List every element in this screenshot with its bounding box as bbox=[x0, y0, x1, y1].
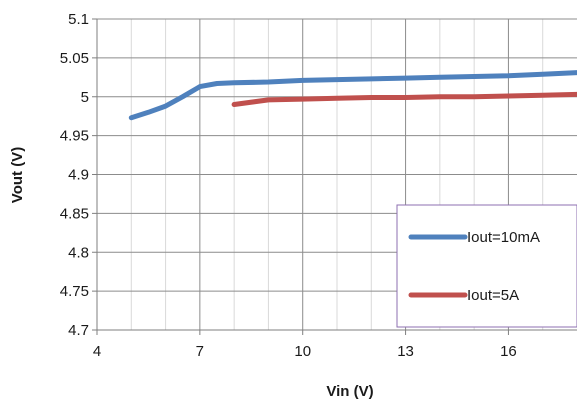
y-tick-label: 4.85 bbox=[60, 205, 89, 222]
x-axis-title: Vin (V) bbox=[326, 383, 373, 400]
y-tick-label: 5.05 bbox=[60, 50, 89, 67]
legend: Iout=10mA Iout=5A bbox=[396, 204, 577, 328]
x-tick-labels: 4 7 10 13 16 bbox=[93, 343, 517, 360]
x-tick-label: 4 bbox=[93, 343, 101, 360]
x-tick-label: 16 bbox=[500, 343, 517, 360]
y-tick-label: 4.95 bbox=[60, 128, 89, 145]
x-tick-label: 7 bbox=[196, 343, 204, 360]
legend-box bbox=[396, 204, 577, 328]
legend-label: Iout=5A bbox=[467, 287, 519, 304]
y-tick-labels: 4.7 4.75 4.8 4.85 4.9 4.95 5 5.05 5.1 bbox=[60, 11, 89, 339]
y-tick-label: 4.75 bbox=[60, 283, 89, 300]
y-axis-title: Vout (V) bbox=[9, 147, 26, 203]
legend-label: Iout=10mA bbox=[467, 229, 540, 246]
axes bbox=[92, 18, 577, 335]
x-tick-label: 13 bbox=[397, 343, 414, 360]
x-tick-label: 10 bbox=[294, 343, 311, 360]
series-line-2 bbox=[231, 91, 577, 107]
y-tick-label: 5.1 bbox=[68, 11, 89, 28]
series-lines bbox=[128, 70, 577, 121]
y-tick-label: 4.8 bbox=[68, 244, 89, 261]
y-tick-label: 4.9 bbox=[68, 167, 89, 184]
y-tick-label: 5 bbox=[81, 89, 89, 106]
y-tick-label: 4.7 bbox=[68, 322, 89, 339]
series-line-1 bbox=[128, 70, 577, 121]
